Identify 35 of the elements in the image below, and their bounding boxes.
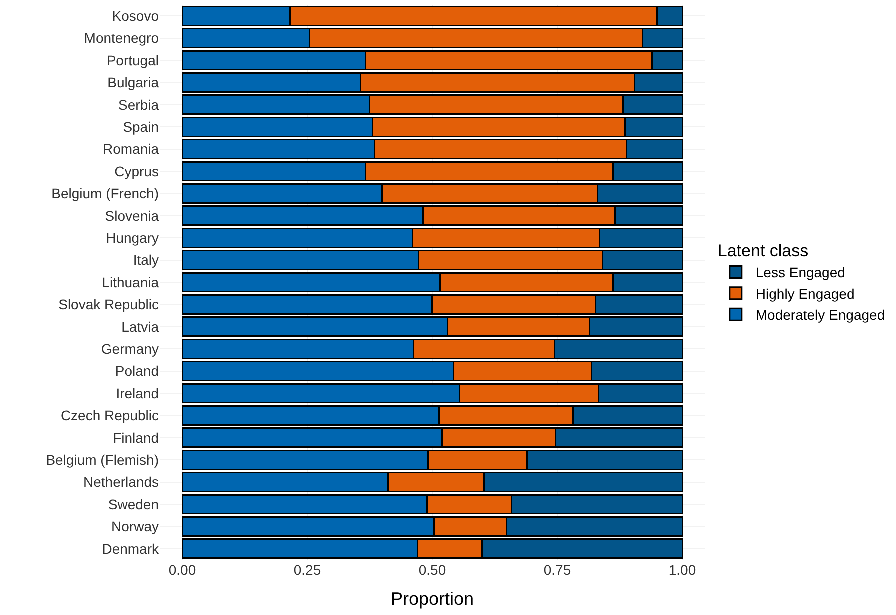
- y-tick-label: Sweden: [108, 496, 159, 512]
- y-tick-label: Belgium (French): [52, 186, 159, 202]
- x-tick-label: 0.50: [418, 562, 446, 578]
- y-tick-label: Czech Republic: [60, 408, 159, 424]
- y-tick-label: Kosovo: [112, 8, 160, 24]
- y-tick-label: Montenegro: [84, 30, 160, 46]
- y-tick-label: Serbia: [118, 96, 160, 113]
- x-tick-label: 0.00: [168, 562, 196, 578]
- legend-title: Latent class: [718, 242, 809, 261]
- x-tick-label: 1.00: [668, 562, 696, 578]
- y-tick-label: Italy: [133, 252, 159, 268]
- y-tick-label: Netherlands: [84, 474, 159, 490]
- y-tick-label: Denmark: [102, 540, 160, 557]
- y-tick-label: Lithuania: [102, 274, 160, 290]
- y-tick-label: Latvia: [122, 318, 160, 335]
- y-tick-label: Ireland: [116, 385, 159, 402]
- y-tick-label: Norway: [112, 518, 159, 535]
- y-tick-label: Finland: [113, 430, 159, 446]
- y-tick-label: Poland: [115, 363, 159, 380]
- x-tick-label: 0.25: [294, 562, 322, 578]
- legend-label: Moderately Engaged: [756, 307, 886, 324]
- y-tick-label: Spain: [123, 119, 159, 135]
- y-tick-label: Slovenia: [105, 208, 160, 224]
- x-axis-title: Proportion: [390, 589, 474, 610]
- legend-label: Highly Engaged: [756, 286, 855, 302]
- legend-label: Less Engaged: [756, 264, 846, 281]
- y-tick-label: Slovak Republic: [58, 296, 159, 313]
- y-tick-label: Bulgaria: [108, 74, 160, 91]
- y-tick-label: Hungary: [106, 230, 159, 246]
- y-tick-label: Cyprus: [114, 163, 159, 180]
- y-tick-label: Germany: [101, 341, 159, 357]
- y-tick-label: Romania: [102, 141, 160, 158]
- x-tick-label: 0.75: [544, 562, 572, 578]
- y-tick-label: Portugal: [106, 52, 159, 68]
- y-tick-label: Belgium (Flemish): [46, 452, 159, 468]
